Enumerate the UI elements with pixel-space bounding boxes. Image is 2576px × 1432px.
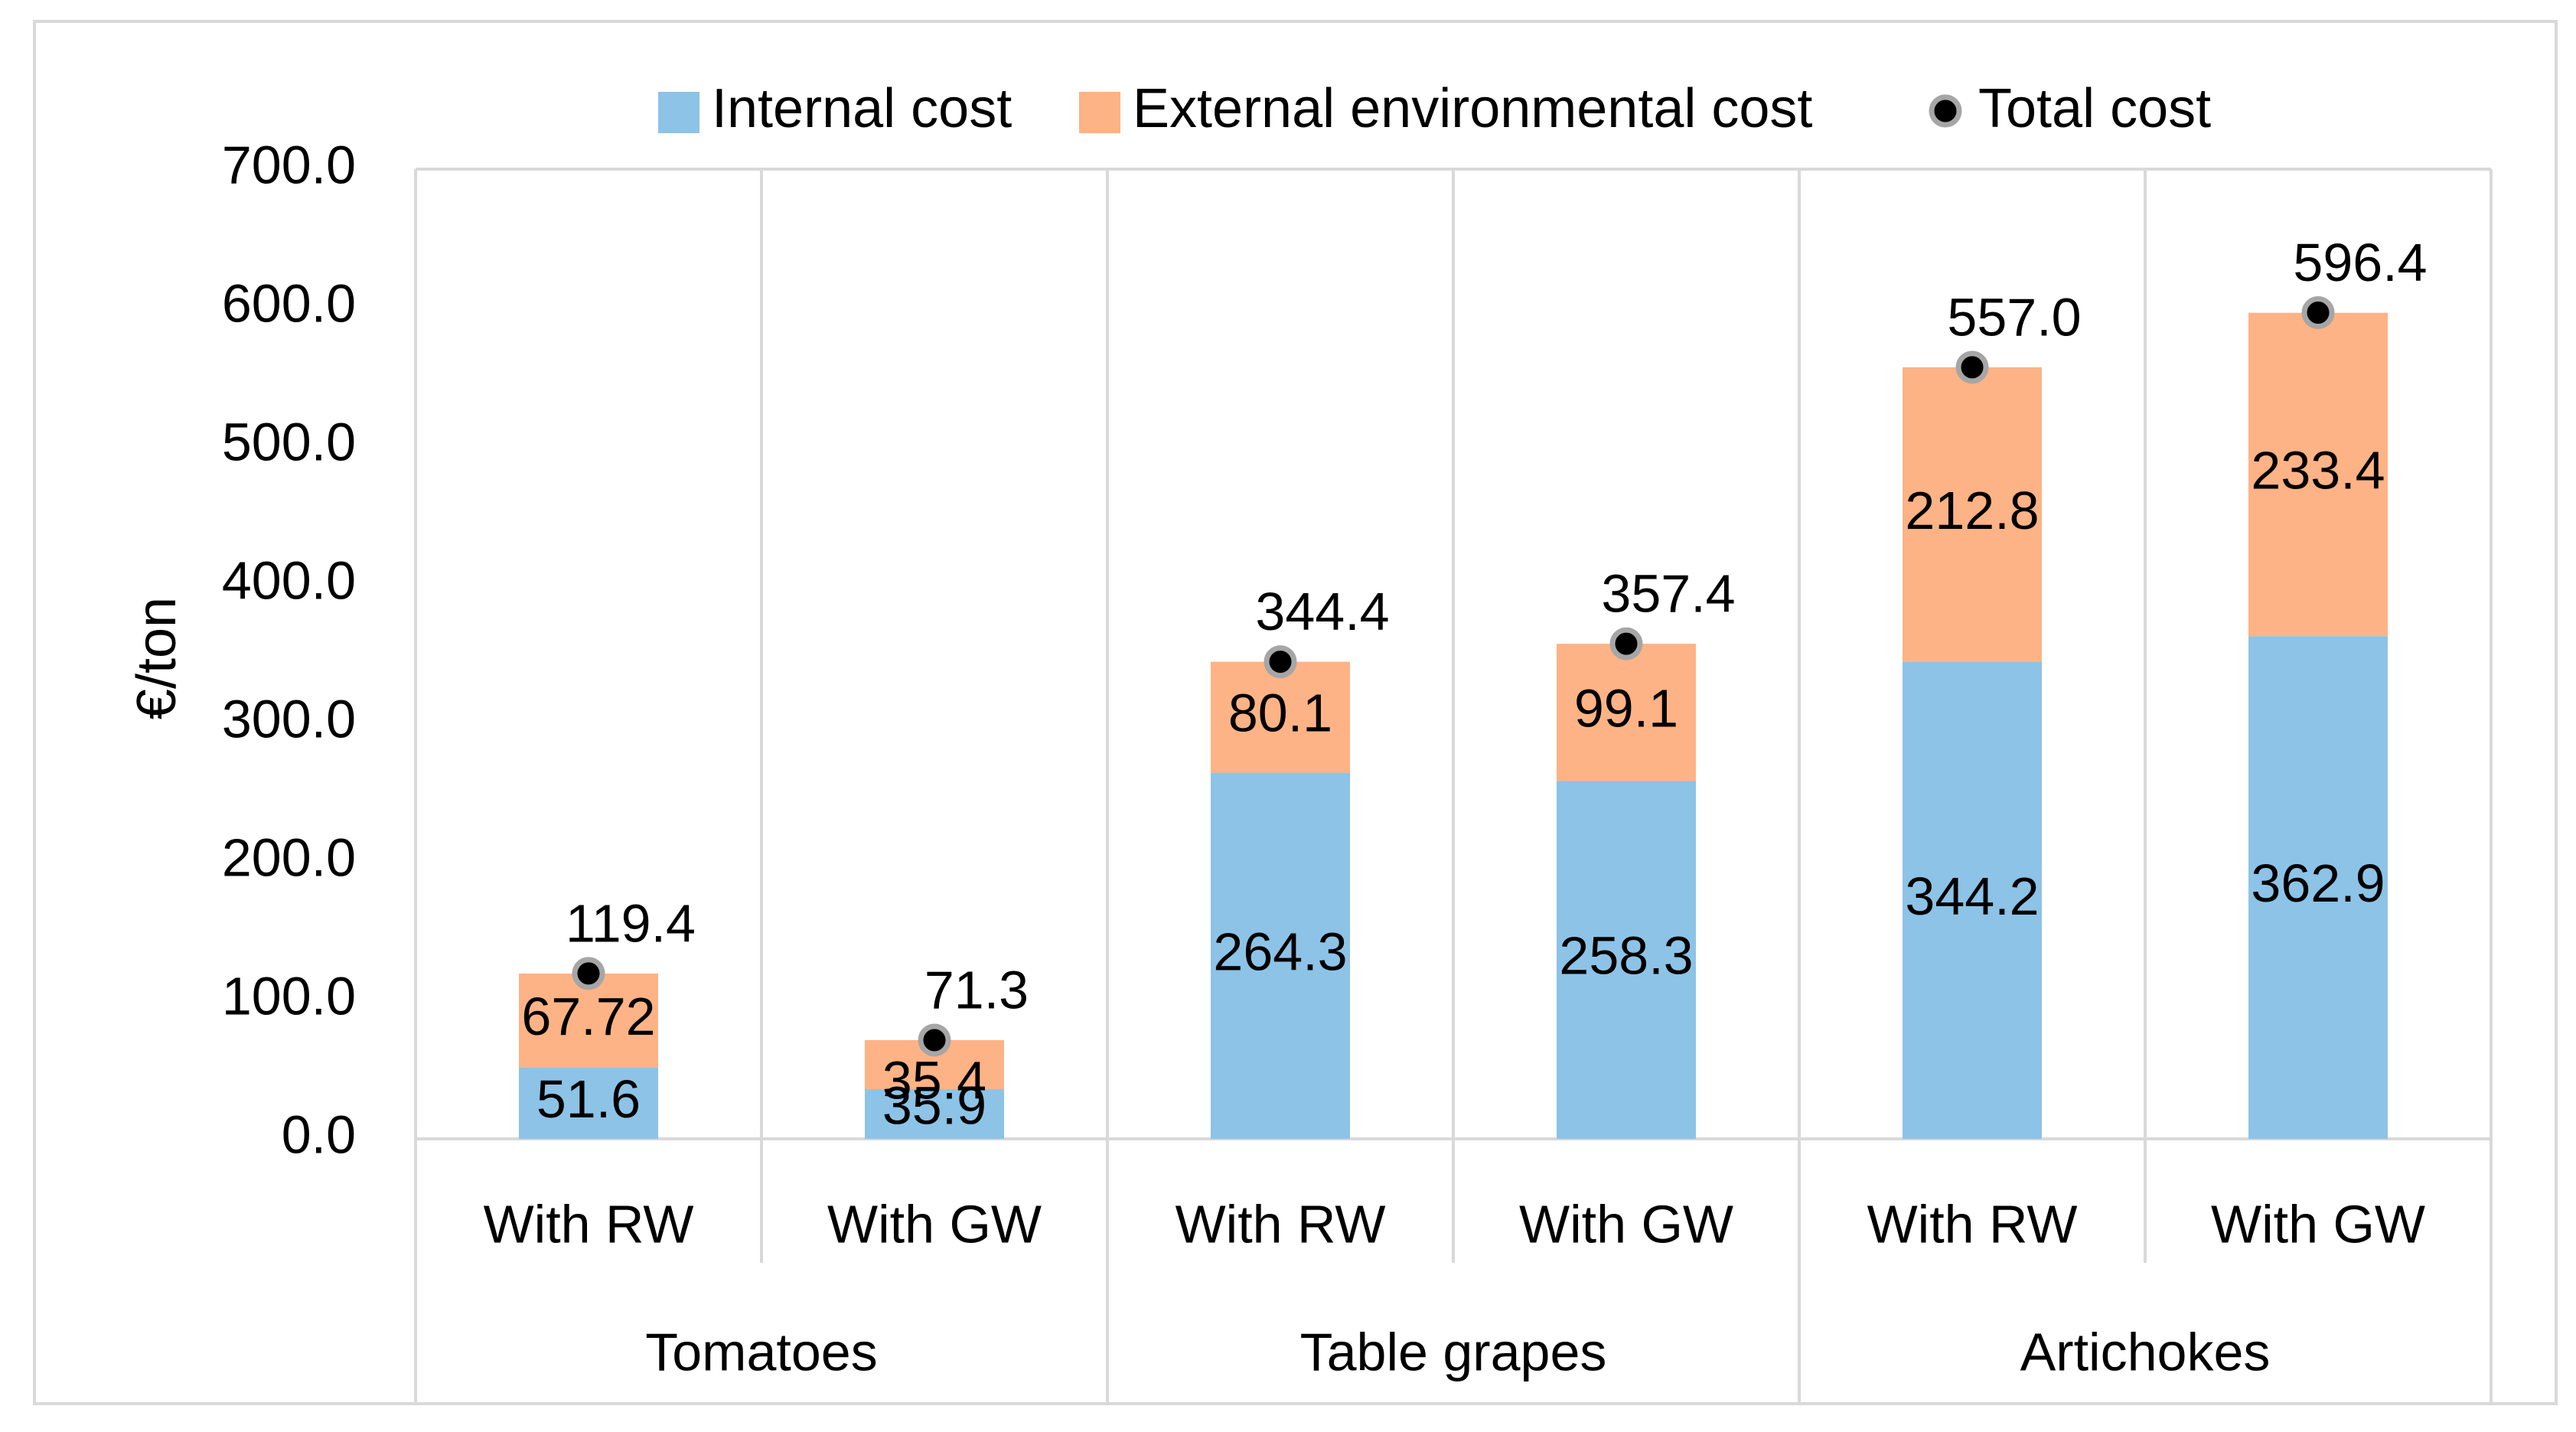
external-cost-bar — [1211, 661, 1350, 773]
legend-internal-swatch — [658, 92, 699, 133]
x-category-label: With RW — [484, 1194, 694, 1254]
total-cost-marker — [572, 957, 605, 990]
internal-cost-bar — [1211, 772, 1350, 1139]
external-cost-bar — [2248, 312, 2388, 637]
bar-series — [519, 312, 2388, 1139]
internal-cost-label: 344.2 — [1905, 866, 2039, 926]
y-axis: 0.0 100.0 200.0 300.0 400.0 500.0 600.0 700.0 — [222, 135, 356, 1164]
total-cost-label: 596.4 — [2293, 233, 2427, 292]
y-tick-label: 300.0 — [222, 689, 356, 749]
legend: Internal cost External environmental cost… — [658, 78, 2211, 139]
external-cost-label: 67.72 — [521, 987, 655, 1046]
total-cost-marker — [1264, 645, 1297, 679]
total-cost-marker — [1609, 627, 1643, 661]
legend-external-swatch — [1079, 92, 1120, 133]
external-cost-bar — [1903, 367, 2042, 662]
total-cost-marker — [2301, 296, 2335, 330]
internal-cost-bar — [1903, 661, 2042, 1139]
external-cost-label: 212.8 — [1905, 481, 2039, 540]
y-tick-label: 400.0 — [222, 550, 356, 610]
total-cost-label: 119.4 — [566, 893, 696, 953]
legend-total-label: Total cost — [1978, 78, 2211, 139]
total-cost-label: 357.4 — [1601, 564, 1735, 624]
internal-cost-label: 264.3 — [1213, 922, 1347, 981]
y-tick-label: 700.0 — [222, 135, 356, 194]
internal-cost-label: 258.3 — [1559, 926, 1693, 986]
external-cost-label: 80.1 — [1228, 683, 1332, 743]
internal-cost-label: 35.9 — [882, 1075, 986, 1135]
internal-cost-bar — [2248, 636, 2388, 1139]
y-tick-label: 0.0 — [282, 1104, 356, 1164]
internal-cost-bar — [519, 1067, 658, 1139]
external-cost-label: 233.4 — [2251, 440, 2385, 500]
data-labels: 51.6 67.72 35.935.4 264.3 80.1 258.3 99.1 344.2… — [521, 233, 2427, 1135]
y-tick-label: 500.0 — [222, 412, 356, 471]
internal-cost-label: 362.9 — [2251, 853, 2385, 913]
total-cost-marker — [918, 1023, 951, 1057]
x-category-label: With GW — [1519, 1194, 1733, 1254]
y-tick-label: 600.0 — [222, 273, 356, 333]
x-category-label: With RW — [1176, 1194, 1386, 1254]
external-cost-label: 35.4 — [882, 1051, 986, 1111]
y-tick-label: 100.0 — [222, 966, 356, 1026]
y-axis-title: €/ton — [126, 597, 187, 719]
total-cost-label: 557.0 — [1947, 287, 2081, 347]
x-category-label: With GW — [827, 1194, 1042, 1254]
x-category-label: With GW — [2211, 1194, 2425, 1254]
internal-cost-bar — [865, 1089, 1004, 1139]
x-group-label: Tomatoes — [645, 1322, 877, 1381]
legend-internal-label: Internal cost — [712, 78, 1012, 139]
legend-total-marker — [1929, 94, 1962, 128]
x-group-label: Table grapes — [1300, 1322, 1607, 1381]
x-group-label: Artichokes — [2020, 1322, 2271, 1381]
total-cost-marker — [1955, 351, 1989, 384]
total-cost-label: 344.4 — [1255, 582, 1389, 641]
external-cost-bar — [1557, 644, 1696, 781]
y-tick-label: 200.0 — [222, 827, 356, 887]
legend-external-label: External environmental cost — [1133, 78, 1812, 139]
grid-lines — [414, 168, 2493, 1404]
internal-cost-label: 51.6 — [536, 1069, 641, 1129]
x-axis: With RW With GW With RW With GW With RW With … — [484, 1194, 2425, 1381]
external-cost-label: 99.1 — [1574, 678, 1678, 738]
internal-cost-bar — [1557, 781, 1696, 1139]
x-category-label: With RW — [1867, 1194, 2078, 1254]
total-cost-markers — [572, 296, 2335, 1057]
total-cost-label: 71.3 — [924, 960, 1029, 1019]
